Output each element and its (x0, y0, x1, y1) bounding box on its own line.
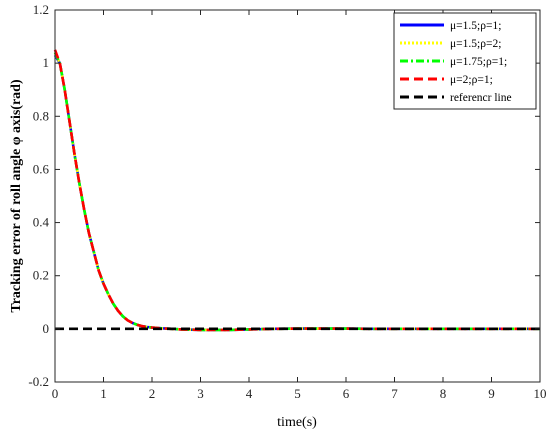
x-tick-label: 2 (149, 386, 156, 401)
x-tick-label: 3 (197, 386, 204, 401)
x-tick-label: 0 (52, 386, 59, 401)
x-tick-label: 7 (391, 386, 398, 401)
y-tick-label: 0.8 (33, 108, 49, 123)
x-axis-ticks: 0 1 2 3 4 5 6 7 8 9 10 (52, 10, 547, 401)
y-tick-label: -0.2 (28, 374, 49, 389)
x-tick-label: 5 (294, 386, 301, 401)
y-axis-label: Tracking error of roll angle φ axis(rad) (9, 79, 24, 313)
y-axis-ticks: -0.2 0 0.2 0.4 0.6 0.8 1 1.2 (28, 2, 540, 389)
x-tick-label: 8 (440, 386, 447, 401)
x-tick-label: 10 (534, 386, 547, 401)
series-layer (53, 49, 540, 332)
legend-label-5: referencr line (450, 92, 512, 104)
legend: μ=1.5;ρ=1; μ=1.5;ρ=2; μ=1.75;ρ=1; μ=2;ρ=1; r… (393, 12, 537, 110)
legend-label-1: μ=1.5;ρ=1; (450, 20, 501, 32)
x-axis-label: time(s) (277, 415, 317, 430)
legend-label-2: μ=1.5;ρ=2; (450, 38, 501, 50)
y-tick-label: 1 (43, 55, 50, 70)
y-tick-label: 1.2 (33, 2, 49, 17)
x-tick-label: 1 (100, 386, 107, 401)
y-tick-label: 0 (43, 321, 50, 336)
y-tick-label: 0.2 (33, 268, 49, 283)
legend-label-4: μ=2;ρ=1; (450, 74, 493, 86)
x-tick-label: 9 (488, 386, 495, 401)
x-tick-label: 4 (246, 386, 253, 401)
x-tick-label: 6 (343, 386, 350, 401)
legend-label-3: μ=1.75;ρ=1; (450, 56, 507, 68)
y-tick-label: 0.6 (33, 161, 50, 176)
y-tick-label: 0.4 (33, 215, 50, 230)
